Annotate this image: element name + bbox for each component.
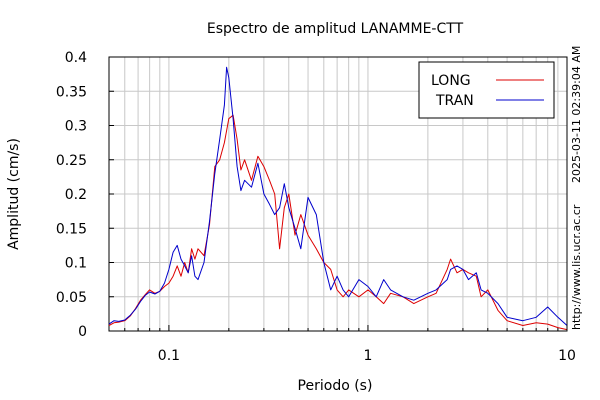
chart-title: Espectro de amplitud LANAMME-CTT: [207, 21, 464, 37]
legend-box: [418, 61, 555, 119]
x-tick-label: 0.1: [158, 348, 180, 364]
x-axis-label: Periodo (s): [298, 378, 373, 394]
series-line-tran: [108, 66, 568, 326]
y-tick-label: 0.4: [65, 50, 87, 66]
y-tick-label: 0: [78, 324, 87, 340]
y-tick-label: 0.15: [56, 221, 87, 237]
y-tick-label: 0.25: [56, 153, 87, 169]
y-axis-label: Amplitud (cm/s): [6, 138, 22, 250]
y-tick-label: 0.05: [56, 290, 87, 306]
legend: LONG TRAN: [418, 61, 555, 119]
y-tick-label: 0.35: [56, 84, 87, 100]
y-tick-label: 0.1: [65, 256, 87, 272]
series-layer: [108, 66, 568, 331]
timestamp-text: 2025-03-11 02:39:04 AM: [570, 46, 583, 183]
y-tick-label: 0.3: [65, 119, 87, 135]
x-tick-label: 1: [363, 348, 372, 364]
legend-label-long: LONG: [431, 73, 471, 89]
y-tick-label: 0.2: [65, 187, 87, 203]
axis-ticks: 0 0.05 0.1 0.15 0.2 0.25 0.3 0.35 0.4 0.1 1 10: [56, 50, 576, 364]
series-line-long: [108, 114, 568, 331]
legend-label-tran: TRAN: [435, 93, 474, 109]
x-tick-label: 10: [558, 348, 576, 364]
source-url-text: http://www.lis.ucr.ac.cr: [570, 204, 583, 330]
